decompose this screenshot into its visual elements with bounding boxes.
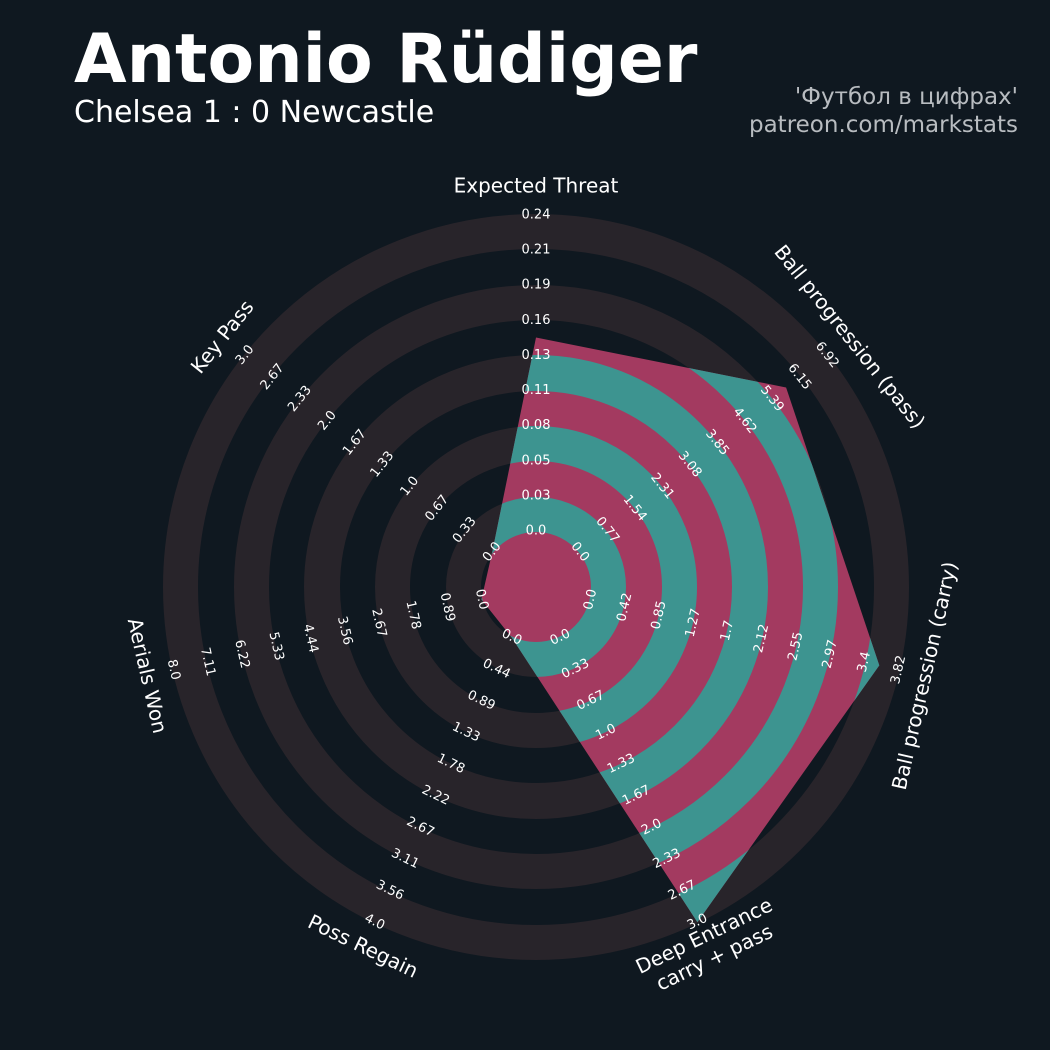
- tick-label: 0.0: [472, 588, 491, 612]
- tick-label: 0.42: [614, 591, 635, 623]
- tick-label: 7.11: [197, 646, 218, 678]
- tick-label: 0.13: [522, 348, 551, 363]
- tick-label: 0.24: [522, 208, 551, 223]
- tick-label: 1.27: [683, 607, 704, 639]
- tick-label: 0.0: [526, 524, 547, 539]
- tick-label: 0.0: [581, 588, 600, 612]
- tick-label: 2.12: [751, 623, 772, 655]
- tick-label: 0.11: [522, 383, 551, 398]
- credit: patreon.com/markstats: [749, 112, 1018, 138]
- tick-label: 0.16: [522, 313, 551, 328]
- tick-label: 1.78: [402, 599, 423, 631]
- tick-label: 1.7: [718, 619, 737, 643]
- tick-label: 0.08: [522, 418, 551, 433]
- radar-band: [481, 497, 626, 677]
- tick-label: 2.55: [785, 631, 806, 663]
- tick-label: 0.05: [522, 453, 551, 468]
- tick-label: 0.85: [649, 599, 670, 631]
- tick-label: 0.21: [522, 243, 551, 258]
- chart-title: Antonio Rüdiger: [74, 20, 698, 99]
- tick-label: 8.0: [164, 658, 183, 682]
- param-label: Expected Threat: [454, 174, 619, 198]
- tick-label: 0.19: [522, 278, 551, 293]
- tick-label: 6.22: [231, 638, 252, 670]
- tick-label: 0.89: [437, 591, 458, 623]
- tick-label: 2.97: [820, 638, 841, 670]
- tick-label: 3.82: [888, 654, 909, 686]
- tick-label: 2.67: [368, 607, 389, 639]
- tick-label: 4.44: [300, 623, 321, 655]
- ring: [163, 214, 909, 960]
- credit: 'Футбол в цифрах': [795, 84, 1018, 110]
- tick-label: 5.33: [265, 631, 286, 663]
- tick-label: 0.03: [522, 488, 551, 503]
- chart-subtitle: Chelsea 1 : 0 Newcastle: [74, 95, 434, 130]
- tick-label: 3.56: [334, 615, 355, 647]
- tick-label: 3.4: [855, 650, 874, 674]
